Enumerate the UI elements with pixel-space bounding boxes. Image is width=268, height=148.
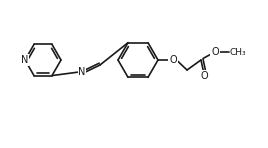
Text: O: O	[169, 55, 177, 65]
Text: O: O	[200, 70, 208, 81]
Text: O: O	[211, 47, 219, 57]
Text: N: N	[21, 55, 29, 65]
Text: CH₃: CH₃	[230, 48, 247, 57]
Text: N: N	[78, 67, 86, 77]
